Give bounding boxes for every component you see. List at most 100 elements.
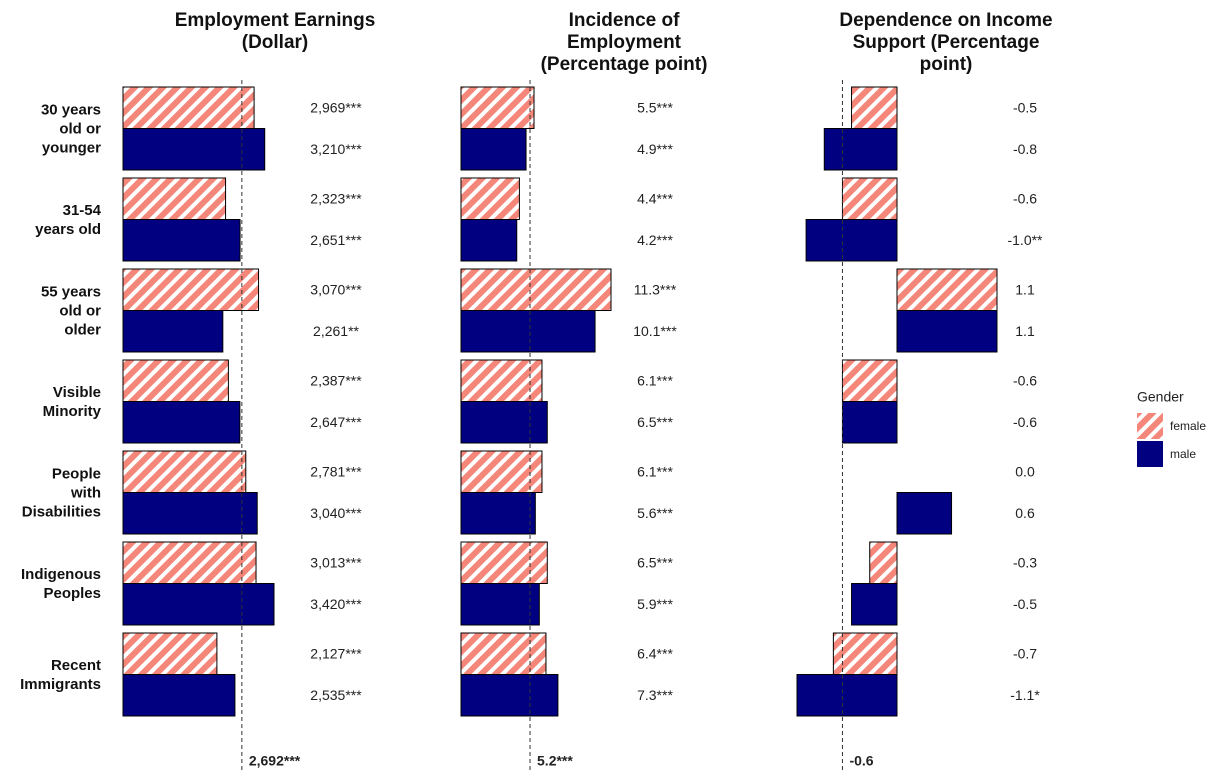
value-label: 6.1***	[637, 463, 673, 479]
value-label: -0.6	[1013, 414, 1037, 430]
value-label: 11.3***	[634, 281, 677, 297]
reference-label: -0.6	[849, 753, 873, 769]
value-label: 2,323***	[310, 190, 362, 206]
bar	[122, 268, 260, 311]
value-label: -0.5	[1013, 596, 1037, 612]
panel-title: Dependence on Income Support (Percentage…	[839, 10, 1053, 75]
bar	[122, 310, 224, 353]
category-label: 31-54 years old	[35, 201, 101, 238]
bar	[460, 401, 548, 444]
value-label: 2,651***	[310, 232, 362, 248]
bar	[460, 219, 518, 262]
value-label: 6.1***	[637, 372, 673, 388]
value-label: 0.0	[1015, 463, 1035, 479]
bar	[460, 674, 559, 717]
value-label: 6.5***	[637, 554, 673, 570]
value-label: 5.5***	[637, 99, 673, 115]
value-label: -0.5	[1013, 99, 1037, 115]
value-label: -0.6	[1013, 190, 1037, 206]
value-label: 5.9***	[637, 596, 673, 612]
category-label: 30 years old or younger	[40, 101, 101, 156]
value-label: 3,210***	[310, 141, 362, 157]
bar	[460, 632, 547, 675]
bar	[122, 632, 218, 675]
bar	[841, 401, 898, 444]
bar	[832, 632, 898, 675]
bar	[122, 583, 275, 626]
category-label: People with Disabilities	[21, 465, 101, 520]
value-label: -0.6	[1013, 372, 1037, 388]
bar	[122, 674, 236, 717]
bar	[122, 541, 257, 584]
bar	[805, 219, 898, 262]
value-label: -0.3	[1013, 554, 1037, 570]
value-label: 2,387***	[310, 372, 362, 388]
bar	[851, 86, 898, 129]
value-label: 6.5***	[637, 414, 673, 430]
bar	[122, 86, 255, 129]
legend-title: Gender	[1137, 389, 1184, 405]
legend-label: male	[1170, 447, 1196, 461]
reference-label: 5.2***	[537, 753, 573, 769]
value-label: 2,535***	[310, 687, 362, 703]
category-label: 55 years old or older	[40, 283, 101, 338]
value-label: -1.1*	[1010, 687, 1040, 703]
value-label: 2,261**	[313, 323, 359, 339]
value-label: 2,781***	[310, 463, 362, 479]
value-label: 1.1	[1015, 281, 1035, 297]
value-label: 2,647***	[310, 414, 362, 430]
reference-label: 2,692***	[249, 753, 301, 769]
value-label: 3,040***	[310, 505, 362, 521]
bar	[841, 177, 898, 220]
bar	[896, 268, 998, 311]
bar	[851, 583, 898, 626]
bar	[460, 450, 543, 493]
bar	[122, 177, 227, 220]
value-label: 6.4***	[637, 645, 673, 661]
panel-title: Employment Earnings (Dollar)	[174, 10, 376, 53]
value-label: 4.2***	[637, 232, 673, 248]
value-label: 3,420***	[310, 596, 362, 612]
value-label: -0.7	[1013, 645, 1037, 661]
value-label: 3,013***	[310, 554, 362, 570]
bar	[460, 310, 596, 353]
value-label: 2,969***	[310, 99, 362, 115]
legend-key	[1137, 441, 1163, 467]
value-label: 4.9***	[637, 141, 673, 157]
value-label: 2,127***	[310, 645, 362, 661]
bar	[122, 219, 241, 262]
value-label: 3,070***	[310, 281, 362, 297]
bar	[122, 359, 229, 402]
bar	[796, 674, 898, 717]
bar	[460, 86, 535, 129]
value-label: 5.6***	[637, 505, 673, 521]
value-label: 1.1	[1015, 323, 1035, 339]
bar	[122, 401, 241, 444]
value-label: -0.8	[1013, 141, 1037, 157]
bar	[896, 310, 998, 353]
bar	[460, 583, 540, 626]
bar	[896, 492, 953, 535]
value-label: -1.0**	[1007, 232, 1043, 248]
bar	[460, 177, 520, 220]
bar	[460, 268, 612, 311]
value-label: 4.4***	[637, 190, 673, 206]
bar	[122, 450, 247, 493]
legend-key	[1137, 413, 1163, 439]
bar	[460, 492, 536, 535]
category-label: Indigenous Peoples	[21, 565, 101, 602]
bar	[460, 128, 527, 171]
value-label: 7.3***	[637, 687, 673, 703]
bar	[122, 128, 266, 171]
category-label: Recent Immigrants	[20, 656, 101, 693]
bar	[869, 541, 898, 584]
value-label: 10.1***	[633, 323, 677, 339]
bar	[122, 492, 258, 535]
bar	[823, 128, 898, 171]
value-label: 0.6	[1015, 505, 1035, 521]
category-label: Visible Minority	[42, 383, 101, 420]
legend-label: female	[1170, 419, 1206, 433]
bar	[460, 541, 548, 584]
